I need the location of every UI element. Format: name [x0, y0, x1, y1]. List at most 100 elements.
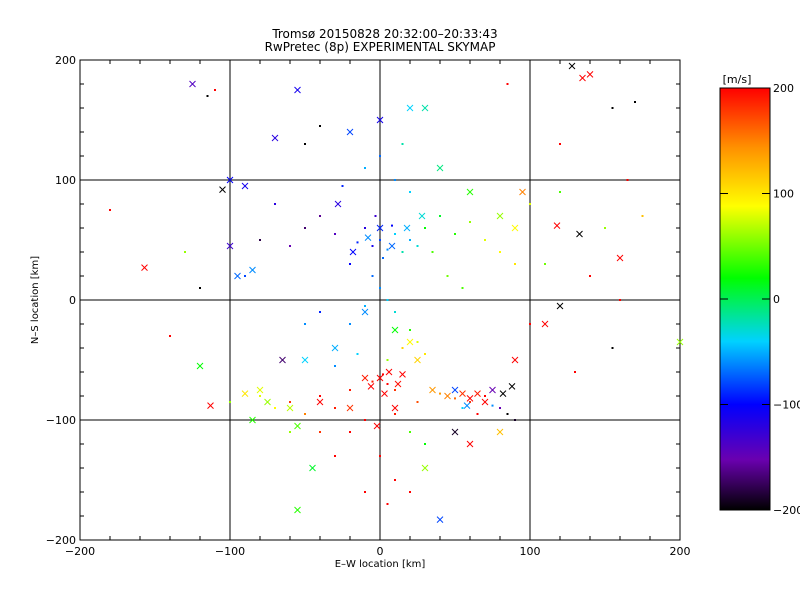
data-point-dot [244, 275, 246, 277]
data-point-dot [206, 95, 209, 97]
data-point-dot [634, 101, 636, 103]
data-point-cross [294, 506, 301, 514]
data-point-dot [484, 395, 486, 397]
data-point-dot [491, 404, 494, 407]
data-point-cross [568, 62, 576, 70]
data-point-cross [436, 516, 444, 523]
data-point-dot [409, 329, 411, 331]
data-point-dot [382, 257, 384, 259]
data-point-dot [604, 227, 606, 229]
data-point-dot [611, 107, 614, 109]
data-point-cross [226, 176, 234, 184]
data-point-cross [189, 80, 196, 88]
data-point-dot [611, 347, 614, 349]
data-point-cross [394, 380, 402, 388]
data-point-cross [418, 212, 426, 220]
data-point-cross [463, 402, 471, 409]
data-point-cross [444, 392, 451, 400]
data-point-dot [394, 179, 396, 181]
data-point-dot [334, 233, 336, 235]
data-point-dot [356, 353, 359, 355]
data-point-dot [304, 413, 306, 415]
data-point-cross [196, 362, 204, 370]
data-point-dot [371, 380, 374, 383]
y-tick-label: 200 [55, 54, 76, 67]
data-point-cross [451, 428, 459, 436]
data-point-dot [499, 407, 501, 409]
data-point-cross [436, 164, 444, 172]
data-point-dot [289, 431, 291, 433]
data-point-dot [439, 215, 441, 217]
data-point-dot [394, 413, 396, 415]
x-tick-label: 100 [520, 545, 541, 558]
data-point-dot [364, 419, 366, 421]
data-points [109, 62, 684, 523]
data-point-cross [376, 116, 384, 124]
data-point-dot [304, 143, 306, 145]
x-axis-label: E–W location [km] [335, 559, 426, 570]
data-point-dot [544, 263, 546, 265]
data-point-dot [559, 191, 561, 193]
data-point-cross [466, 395, 474, 402]
data-point-cross [294, 86, 301, 94]
data-point-dot [379, 287, 381, 289]
data-point-dot [401, 347, 404, 349]
y-tick-label: −200 [46, 534, 76, 547]
data-point-dot [506, 413, 509, 415]
data-point-cross [364, 234, 372, 241]
data-point-cross [316, 398, 324, 406]
data-point-dot [379, 155, 381, 157]
data-point-cross [406, 104, 414, 112]
data-point-dot [401, 143, 404, 145]
x-tick-label: −200 [65, 545, 95, 558]
data-point-cross [334, 200, 342, 208]
data-point-dot [469, 221, 471, 223]
data-point-dot [364, 167, 366, 169]
colorbar-tick-label: −100 [773, 399, 800, 412]
data-point-dot [319, 311, 321, 313]
data-point-dot [169, 335, 171, 337]
data-point-dot [626, 179, 629, 181]
data-point-cross [271, 134, 279, 142]
data-point-dot [379, 239, 381, 241]
data-point-dot [641, 215, 644, 217]
data-point-dot [349, 263, 351, 265]
data-point-dot [454, 233, 456, 235]
data-point-cross [421, 464, 429, 472]
data-point-dot [274, 407, 276, 409]
data-point-dot [439, 392, 441, 395]
data-point-dot [109, 209, 111, 211]
data-point-dot [446, 275, 449, 277]
data-point-cross [294, 422, 301, 430]
data-point-dot [259, 395, 261, 397]
data-point-cross [264, 398, 271, 406]
data-point-dot [574, 371, 576, 373]
data-point-cross [429, 386, 436, 394]
x-tick-label: 200 [670, 545, 691, 558]
data-point-cross [481, 398, 489, 406]
data-point-cross [219, 186, 226, 193]
data-point-cross [511, 224, 519, 232]
data-point-dot [409, 191, 411, 193]
x-axis-ticks: −200 −100 0 100 200 [65, 60, 691, 558]
data-point-dot [394, 311, 396, 313]
data-point-dot [274, 203, 276, 205]
chart-subtitle: RwPretec (8p) EXPERIMENTAL SKYMAP [265, 40, 496, 54]
data-point-dot [514, 419, 516, 421]
data-point-cross [459, 390, 466, 397]
data-point-dot [394, 479, 396, 481]
data-point-cross [249, 266, 256, 274]
data-point-dot [619, 299, 621, 301]
data-point-dot [382, 373, 384, 376]
data-point-cross [421, 104, 429, 112]
data-point-dot [349, 431, 351, 433]
data-point-dot [199, 287, 201, 289]
data-point-cross [346, 404, 354, 412]
data-point-dot [364, 305, 366, 307]
data-point-dot [214, 89, 216, 91]
data-point-dot [506, 83, 509, 85]
data-point-cross [331, 344, 339, 352]
data-point-cross [586, 71, 594, 78]
colorbar-tick-label: 0 [773, 293, 780, 306]
